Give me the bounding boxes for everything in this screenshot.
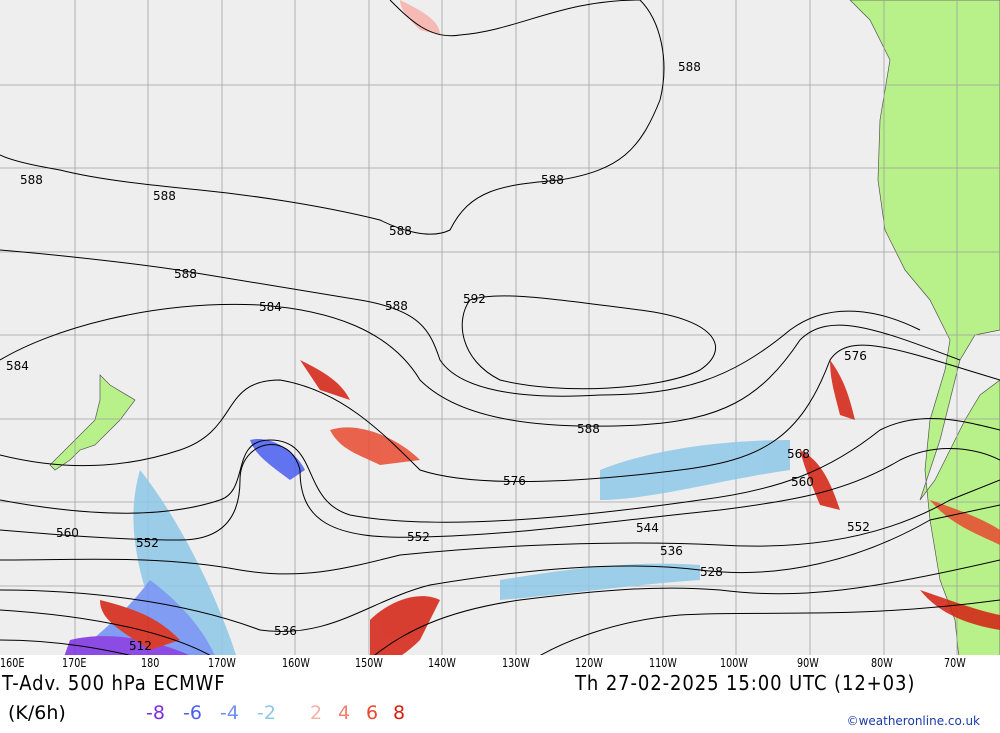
legend-value: 8 xyxy=(393,702,406,724)
contour-label: 552 xyxy=(407,530,430,544)
contour-label: 512 xyxy=(129,639,152,653)
lon-label: 130W xyxy=(502,656,530,670)
contour-label: 536 xyxy=(660,544,683,558)
lon-label: 150W xyxy=(355,656,383,670)
contour-label: 588 xyxy=(385,299,408,313)
south-america xyxy=(849,0,1000,655)
units-label: (K/6h) xyxy=(8,702,66,724)
map-title: T-Adv. 500 hPa ECMWF xyxy=(2,671,226,695)
contour-label: 576 xyxy=(503,474,526,488)
valid-time: Th 27-02-2025 15:00 UTC (12+03) xyxy=(575,671,916,695)
legend-value: 2 xyxy=(310,702,323,724)
contour-label: 544 xyxy=(636,521,659,535)
lon-label: 170W xyxy=(208,656,236,670)
legend-value: 6 xyxy=(366,702,379,724)
contour-label: 588 xyxy=(389,224,412,238)
contour-label: 552 xyxy=(847,520,870,534)
contour-label: 588 xyxy=(20,173,43,187)
lon-label: 120W xyxy=(575,656,603,670)
contour-label: 584 xyxy=(6,359,29,373)
contour-label: 584 xyxy=(259,300,282,314)
lon-label: 180 xyxy=(141,656,160,670)
contour-labels: 588 588 588 588 588 588 588 592 584 584 … xyxy=(6,60,870,653)
contour-label: 588 xyxy=(577,422,600,436)
lon-label: 80W xyxy=(871,656,893,670)
contour-label: 560 xyxy=(791,475,814,489)
contour-label: 560 xyxy=(56,526,79,540)
legend-value: -8 xyxy=(146,702,165,724)
lon-label: 110W xyxy=(649,656,677,670)
lon-label: 70W xyxy=(944,656,966,670)
land-areas xyxy=(49,0,1000,655)
contour-label: 588 xyxy=(541,173,564,187)
contour-label: 528 xyxy=(700,565,723,579)
lon-label: 100W xyxy=(720,656,748,670)
contour-label: 568 xyxy=(787,447,810,461)
contour-label: 588 xyxy=(153,189,176,203)
new-zealand xyxy=(49,374,136,471)
legend-value: -6 xyxy=(183,702,202,724)
weather-map: 588 588 588 588 588 588 588 592 584 584 … xyxy=(0,0,1000,655)
height-contours xyxy=(0,0,1000,655)
contour-label: 588 xyxy=(174,267,197,281)
contour-label: 576 xyxy=(844,349,867,363)
lon-label: 160E xyxy=(0,656,25,670)
contour-label: 588 xyxy=(678,60,701,74)
legend-value: 4 xyxy=(338,702,351,724)
legend-value: -2 xyxy=(257,702,276,724)
credit-link[interactable]: ©weatheronline.co.uk xyxy=(846,714,980,728)
lon-label: 140W xyxy=(428,656,456,670)
lon-label: 170E xyxy=(62,656,87,670)
lon-label: 160W xyxy=(282,656,310,670)
legend-value: -4 xyxy=(220,702,239,724)
lon-label: 90W xyxy=(797,656,819,670)
contour-label: 592 xyxy=(463,292,486,306)
contour-label: 552 xyxy=(136,536,159,550)
contour-label: 536 xyxy=(274,624,297,638)
